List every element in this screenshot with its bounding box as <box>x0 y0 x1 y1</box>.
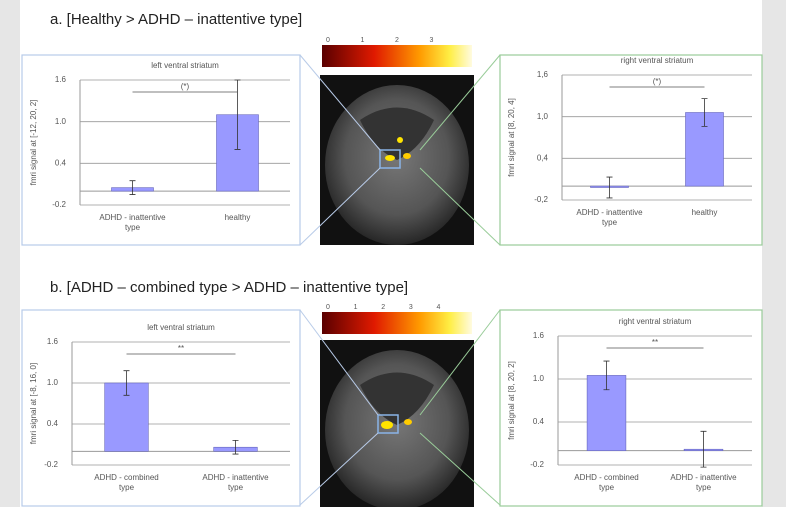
x-tick-label: ADHD - inattentive type <box>664 473 744 493</box>
colorbar-tick-label: 1 <box>361 37 365 44</box>
colorbar-tick-label: 2 <box>381 304 385 311</box>
y-axis-label: fmri signal at [-12, 20, 2] <box>29 100 38 186</box>
significance-label: ** <box>178 344 184 353</box>
figure: a. [Healthy > ADHD – inattentive type] b… <box>0 0 786 507</box>
panel-title: a. [Healthy > ADHD – inattentive type] <box>50 11 302 28</box>
y-tick-label: 1.0 <box>47 378 59 387</box>
colorbar-tick-label: 4 <box>436 304 440 311</box>
y-tick-label: 1.6 <box>47 337 59 346</box>
y-tick-label: 0.4 <box>55 158 67 167</box>
figure-canvas: a. [Healthy > ADHD – inattentive type] b… <box>0 0 786 507</box>
significance-label: (*) <box>181 82 190 91</box>
colorbar <box>322 45 472 67</box>
chart-title: left ventral striatum <box>151 61 219 70</box>
colorbar-tick-label: 3 <box>409 304 413 311</box>
y-tick-label: -0.2 <box>530 460 544 469</box>
colorbar <box>322 312 472 334</box>
colorbar-tick-label: 0 <box>326 304 330 311</box>
significance-label: ** <box>652 338 658 347</box>
significance-label: (*) <box>653 77 662 86</box>
y-tick-label: 0,4 <box>537 153 549 162</box>
brain-image <box>320 75 474 245</box>
y-tick-label: 1.6 <box>55 75 67 84</box>
x-tick-label: ADHD - inattentive type <box>570 208 650 228</box>
y-axis-label: fmri signal at [8, 20, 4] <box>507 98 516 177</box>
chart-title: right ventral striatum <box>621 56 694 65</box>
y-tick-label: -0,2 <box>534 195 548 204</box>
y-tick-label: 0.4 <box>47 419 59 428</box>
y-tick-label: 1.0 <box>533 374 545 383</box>
colorbar-tick-label: 2 <box>395 37 399 44</box>
y-tick-label: -0.2 <box>52 200 66 209</box>
y-tick-label: -0.2 <box>44 460 58 469</box>
chart-title: left ventral striatum <box>147 323 215 332</box>
y-tick-label: 1,6 <box>537 70 549 79</box>
colorbar-tick-label: 0 <box>326 37 330 44</box>
y-tick-label: 1.6 <box>533 331 545 340</box>
x-tick-label: ADHD - combined type <box>567 473 647 493</box>
y-axis-label: fmri signal at [-8, 16, 0] <box>29 363 38 444</box>
x-tick-label: ADHD - inattentive type <box>93 213 173 233</box>
x-tick-label: healthy <box>665 208 745 218</box>
y-axis-label: fmri signal at [8, 20, 2] <box>507 361 516 440</box>
x-tick-label: ADHD - combined type <box>87 473 167 493</box>
y-tick-label: 0.4 <box>533 417 545 426</box>
colorbar-tick-label: 3 <box>430 37 434 44</box>
y-tick-label: 1,0 <box>537 112 549 121</box>
chart-title: right ventral striatum <box>619 317 692 326</box>
x-tick-label: healthy <box>198 213 278 223</box>
y-tick-label: 1.0 <box>55 117 67 126</box>
panel-title: b. [ADHD – combined type > ADHD – inatte… <box>50 279 408 296</box>
x-tick-label: ADHD - inattentive type <box>196 473 276 493</box>
colorbar-tick-label: 1 <box>354 304 358 311</box>
brain-image <box>320 340 474 507</box>
